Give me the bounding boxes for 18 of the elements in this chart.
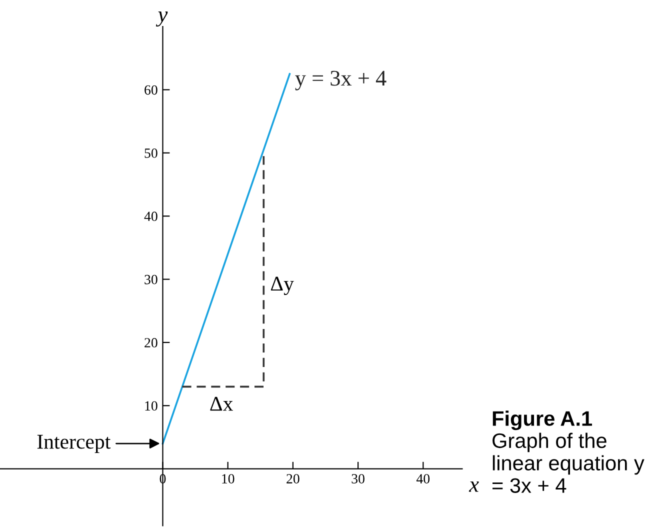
annotation: Δx: [210, 396, 233, 411]
x-tick-label: 30: [352, 474, 364, 484]
y-tick-label: 50: [144, 148, 158, 158]
y-tick-label: 10: [145, 401, 158, 411]
y-tick-label: 60: [144, 85, 158, 95]
x-tick-label: 40: [416, 474, 430, 484]
annotation: Intercept: [37, 434, 111, 453]
text: Figure A.1: [492, 410, 592, 430]
y-tick-label: 20: [144, 338, 158, 348]
y-tick-label: 30: [144, 274, 158, 284]
x-tick-label: 20: [286, 474, 300, 484]
text: Graph of the linear equation y = 3x + 4: [492, 432, 644, 493]
y-axis-title: y: [156, 12, 168, 27]
x-axis-title: x: [468, 482, 479, 492]
x-tick-label: 10: [222, 474, 234, 484]
series-label: y = 3x + 4: [295, 70, 386, 90]
annotation: Δy: [270, 276, 294, 296]
y-tick-label: 40: [144, 212, 158, 222]
